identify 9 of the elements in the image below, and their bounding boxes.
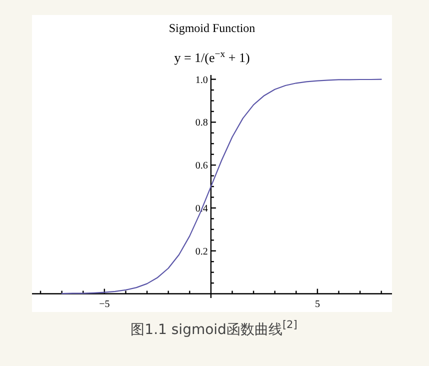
x-tick-label: 5 xyxy=(314,298,320,310)
caption: 图1.1 sigmoid函数曲线$^{[2]}$ xyxy=(130,319,298,338)
chart-title: Sigmoid Function xyxy=(168,21,256,35)
x-tick-label: −5 xyxy=(99,298,110,310)
y-tick-label: 1.0 xyxy=(195,74,208,86)
y-tick-label: 0.8 xyxy=(195,118,208,129)
y-tick-label: 0.6 xyxy=(195,160,208,172)
chart-subtitle: y = 1/(e$^{−x}$ + 1) xyxy=(174,48,250,65)
y-tick-label: 0.2 xyxy=(195,246,208,258)
